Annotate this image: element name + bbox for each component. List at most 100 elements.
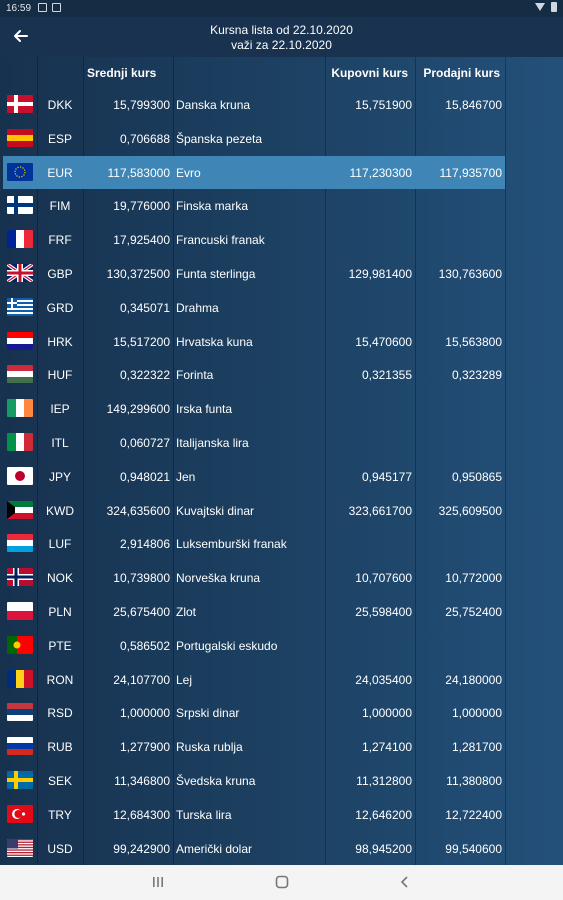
currency-name: Hrvatska kuna bbox=[176, 334, 253, 349]
mid-rate: 0,706688 bbox=[119, 131, 170, 146]
table-row[interactable]: FIM 19,776000 Finska marka bbox=[0, 189, 563, 222]
sell-rate: 1,281700 bbox=[451, 740, 502, 755]
sell-rate: 24,180000 bbox=[445, 672, 502, 687]
mid-rate: 149,299600 bbox=[106, 402, 170, 417]
table-row[interactable]: PLN 25,675400 Zlot 25,598400 25,752400 bbox=[0, 595, 563, 628]
currency-name: Ruska rublja bbox=[176, 740, 243, 755]
currency-code: USD bbox=[47, 841, 73, 856]
table-row[interactable]: HUF 0,322322 Forinta 0,321355 0,323289 bbox=[0, 358, 563, 391]
mid-rate: 0,586502 bbox=[119, 638, 170, 653]
currency-code: SEK bbox=[47, 774, 72, 788]
currency-name: Irska funta bbox=[176, 402, 233, 417]
table-row[interactable]: LUF 2,914806 Luksemburški franak bbox=[0, 527, 563, 560]
buy-rate: 10,707600 bbox=[355, 571, 412, 586]
currency-code: NOK bbox=[46, 571, 73, 586]
buy-rate: 0,945177 bbox=[361, 469, 412, 484]
app-notification-icon bbox=[52, 3, 61, 12]
currency-name: Finska marka bbox=[176, 199, 249, 214]
currency-name: Kuvajtski dinar bbox=[176, 503, 255, 518]
currency-code: PTE bbox=[48, 638, 72, 653]
table-row[interactable]: USD 99,242900 Američki dolar 98,945200 9… bbox=[0, 832, 563, 865]
mid-rate: 10,739800 bbox=[113, 571, 170, 586]
mid-rate: 19,776000 bbox=[113, 199, 170, 214]
buy-rate: 323,661700 bbox=[348, 503, 412, 518]
mid-rate: 0,948021 bbox=[119, 469, 170, 484]
table-row[interactable]: JPY 0,948021 Jen 0,945177 0,950865 bbox=[0, 460, 563, 493]
table-row[interactable]: NOK 10,739800 Norveška kruna 10,707600 1… bbox=[0, 561, 563, 594]
buy-rate: 15,470600 bbox=[355, 334, 412, 349]
header-buy-rate: Kupovni kurs bbox=[331, 66, 408, 80]
currency-name: Italijanska lira bbox=[176, 436, 249, 450]
mid-rate: 0,345071 bbox=[119, 300, 170, 315]
sell-rate: 0,950865 bbox=[451, 469, 502, 484]
table-row[interactable]: RSD 1,000000 Srpski dinar 1,000000 1,000… bbox=[0, 696, 563, 729]
sell-rate: 10,772000 bbox=[445, 571, 502, 586]
mid-rate: 15,517200 bbox=[113, 334, 170, 349]
currency-code: HRK bbox=[47, 334, 73, 349]
currency-code: FRF bbox=[48, 233, 72, 248]
mid-rate: 324,635600 bbox=[106, 503, 170, 518]
page-subtitle: važi za 22.10.2020 bbox=[231, 38, 332, 52]
table-row[interactable]: KWD 324,635600 Kuvajtski dinar 323,66170… bbox=[0, 494, 563, 527]
status-time: 16:59 bbox=[6, 3, 32, 14]
sell-rate: 12,722400 bbox=[445, 807, 502, 822]
status-bar: 16:59 bbox=[0, 0, 563, 17]
mid-rate: 1,000000 bbox=[119, 706, 170, 721]
table-row[interactable]: ESP 0,706688 Španska pezeta bbox=[0, 122, 563, 155]
currency-name: Forinta bbox=[176, 368, 214, 383]
buy-rate: 25,598400 bbox=[355, 605, 412, 619]
currency-name: Španska pezeta bbox=[176, 131, 263, 146]
currency-name: Francuski franak bbox=[176, 233, 265, 248]
table-row[interactable]: ITL 0,060727 Italijanska lira bbox=[0, 426, 563, 459]
table-row[interactable]: IEP 149,299600 Irska funta bbox=[0, 392, 563, 425]
table-row[interactable]: SEK 11,346800 Švedska kruna 11,312800 11… bbox=[0, 764, 563, 797]
column-divider bbox=[415, 57, 416, 865]
currency-name: Luksemburški franak bbox=[176, 537, 287, 552]
buy-rate: 129,981400 bbox=[348, 267, 412, 281]
table-row[interactable]: EUR 117,583000 Evro 117,230300 117,93570… bbox=[0, 155, 563, 189]
exchange-rate-table: Srednji kurs Kupovni kurs Prodajni kurs … bbox=[0, 57, 563, 865]
buy-rate: 117,230300 bbox=[349, 165, 412, 180]
table-row[interactable]: FRF 17,925400 Francuski franak bbox=[0, 223, 563, 256]
buy-rate: 24,035400 bbox=[355, 672, 412, 687]
currency-name: Funta sterlinga bbox=[176, 267, 256, 281]
currency-name: Američki dolar bbox=[176, 841, 253, 856]
back-button[interactable] bbox=[8, 23, 34, 49]
table-row[interactable]: PTE 0,586502 Portugalski eskudo bbox=[0, 629, 563, 662]
currency-code: TRY bbox=[48, 807, 72, 822]
currency-code: RUB bbox=[47, 740, 73, 755]
recent-apps-icon[interactable] bbox=[151, 874, 165, 890]
sell-rate: 25,752400 bbox=[445, 605, 502, 619]
table-row[interactable]: RON 24,107700 Lej 24,035400 24,180000 bbox=[0, 663, 563, 696]
sell-rate: 11,380800 bbox=[446, 774, 502, 788]
currency-code: IEP bbox=[50, 402, 70, 417]
buy-rate: 12,646200 bbox=[355, 807, 412, 822]
table-header: Srednji kurs Kupovni kurs Prodajni kurs bbox=[0, 57, 563, 88]
currency-name: Portugalski eskudo bbox=[176, 638, 278, 653]
buy-rate: 0,321355 bbox=[361, 368, 412, 383]
system-back-icon[interactable] bbox=[398, 874, 412, 890]
table-row[interactable]: DKK 15,799300 Danska kruna 15,751900 15,… bbox=[0, 88, 563, 121]
currency-name: Turska lira bbox=[176, 807, 232, 822]
home-icon[interactable] bbox=[274, 874, 290, 890]
header-sell-rate: Prodajni kurs bbox=[423, 66, 500, 80]
sell-rate: 0,323289 bbox=[451, 368, 502, 383]
mid-rate: 17,925400 bbox=[113, 233, 170, 248]
sell-rate: 130,763600 bbox=[438, 267, 502, 281]
currency-name: Evro bbox=[176, 165, 201, 180]
battery-icon bbox=[551, 2, 557, 12]
table-row[interactable]: GBP 130,372500 Funta sterlinga 129,98140… bbox=[0, 257, 563, 290]
currency-name: Norveška kruna bbox=[176, 571, 261, 586]
mid-rate: 130,372500 bbox=[106, 267, 170, 281]
table-row[interactable]: RUB 1,277900 Ruska rublja 1,274100 1,281… bbox=[0, 730, 563, 763]
currency-code: GBP bbox=[47, 267, 73, 281]
table-row[interactable]: HRK 15,517200 Hrvatska kuna 15,470600 15… bbox=[0, 325, 563, 358]
table-row[interactable]: GRD 0,345071 Drahma bbox=[0, 291, 563, 324]
table-row[interactable]: TRY 12,684300 Turska lira 12,646200 12,7… bbox=[0, 798, 563, 831]
currency-code: RSD bbox=[47, 706, 73, 721]
currency-name: Drahma bbox=[176, 300, 219, 315]
gallery-notification-icon bbox=[38, 3, 47, 12]
currency-code: KWD bbox=[46, 503, 74, 518]
mid-rate: 12,684300 bbox=[113, 807, 170, 822]
mid-rate: 1,277900 bbox=[119, 740, 170, 755]
